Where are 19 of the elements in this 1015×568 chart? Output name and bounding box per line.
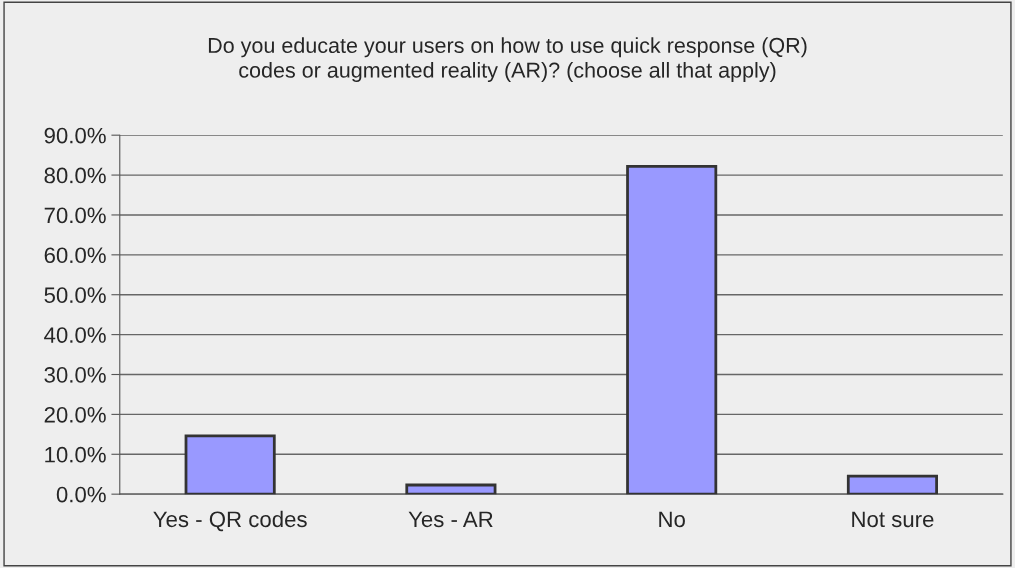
y-tick-label: 70.0%	[44, 207, 106, 224]
y-tick-label: 20.0%	[44, 406, 106, 423]
bar	[184, 434, 276, 495]
x-tick-label: Yes - QR codes	[153, 510, 307, 532]
bar	[626, 164, 718, 495]
y-tick-label: 90.0%	[44, 127, 106, 144]
bar	[846, 474, 938, 495]
chart-title: Do you educate your users on how to use quick response (QR) codes or augmented reality (AR)? (choose all that apply)	[208, 37, 807, 83]
y-tick-label: 0.0%	[56, 486, 106, 503]
y-tick-label: 80.0%	[44, 167, 106, 184]
x-tick-label: No	[659, 511, 685, 528]
x-tick-label: Yes - AR	[408, 511, 493, 528]
y-tick-label: 50.0%	[44, 287, 106, 303]
y-tick-label: 40.0%	[44, 327, 106, 343]
y-tick-label: 10.0%	[45, 446, 106, 463]
bar	[405, 483, 497, 495]
y-tick-label: 30.0%	[44, 367, 106, 383]
y-tick-label: 60.0%	[44, 247, 106, 264]
x-tick-label: Not sure	[852, 511, 934, 528]
